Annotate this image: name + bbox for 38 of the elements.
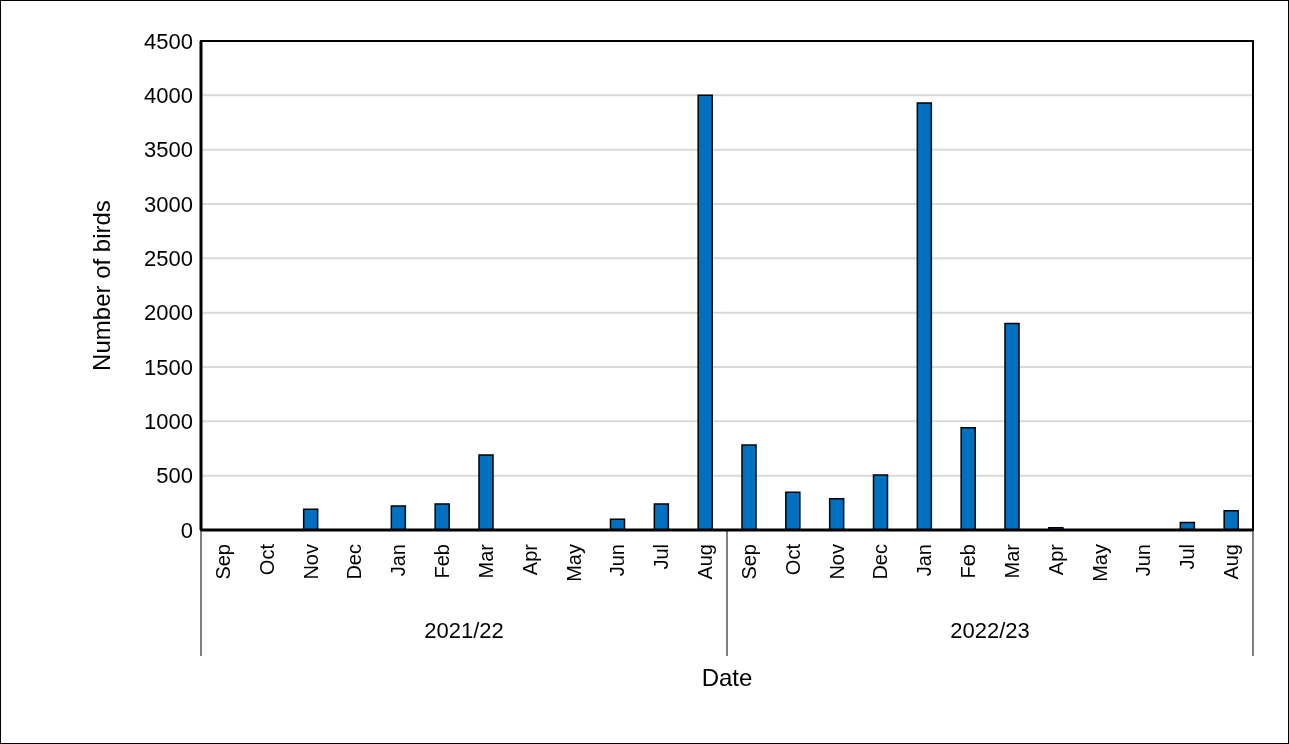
x-tick-label: May bbox=[1088, 544, 1111, 582]
y-axis-title: Number of birds bbox=[87, 200, 115, 371]
y-tick-label: 3000 bbox=[144, 191, 193, 217]
x-tick-label: Apr bbox=[518, 543, 541, 576]
x-tick-label: Jan bbox=[387, 544, 410, 577]
text: 2021/22 bbox=[423, 618, 505, 644]
x-tick-label: Apr bbox=[1044, 543, 1067, 576]
y-tick-label: 4000 bbox=[144, 83, 193, 109]
y-tick-label: 2000 bbox=[144, 300, 193, 326]
x-tick-label: Nov bbox=[825, 544, 848, 580]
y-tick-label: 1000 bbox=[144, 409, 193, 435]
x-tick-label: Nov bbox=[299, 544, 322, 580]
y-tick-label: 500 bbox=[156, 463, 193, 489]
x-tick-label: Oct bbox=[255, 543, 278, 576]
y-tick-label: 3500 bbox=[144, 137, 193, 163]
x-tick-label: Feb bbox=[957, 544, 980, 579]
x-tick-label: Mar bbox=[1000, 543, 1023, 579]
x-tick-label: Aug bbox=[1220, 544, 1243, 580]
x-tick-label: Sep bbox=[211, 544, 234, 580]
x-tick-label: Jun bbox=[606, 544, 629, 577]
text: 2022/23 bbox=[949, 618, 1031, 644]
x-tick-label: Jul bbox=[650, 544, 673, 570]
x-tick-label: Jan bbox=[913, 544, 936, 577]
x-tick-label: Jun bbox=[1132, 544, 1155, 577]
y-tick-label: 4500 bbox=[144, 28, 193, 54]
x-tick-label: May bbox=[562, 544, 585, 582]
y-tick-label: 1500 bbox=[144, 354, 193, 380]
x-tick-label: Jul bbox=[1176, 544, 1199, 570]
y-tick-label: 0 bbox=[180, 517, 193, 543]
x-tick-label: Sep bbox=[737, 544, 760, 580]
x-axis-title: Date bbox=[700, 664, 754, 692]
x-tick-label: Oct bbox=[781, 543, 804, 576]
y-tick-label: 2500 bbox=[144, 246, 193, 272]
x-tick-label: Feb bbox=[431, 544, 454, 579]
x-tick-label: Mar bbox=[474, 543, 497, 579]
x-tick-label: Aug bbox=[694, 544, 717, 580]
x-tick-label: Dec bbox=[343, 544, 366, 580]
x-tick-label: Dec bbox=[869, 544, 892, 580]
